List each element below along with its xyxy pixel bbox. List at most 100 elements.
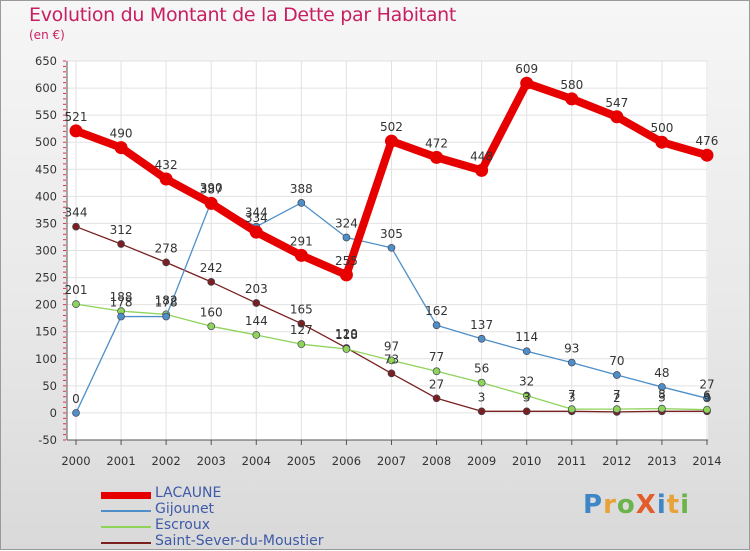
y-tick-label: 500 [35, 135, 57, 149]
data-label: 7 [613, 388, 621, 402]
data-label: 3 [523, 390, 531, 404]
logo-letter: i [680, 490, 691, 520]
data-label: 502 [380, 120, 403, 134]
logo-letter: P [583, 490, 604, 520]
data-label: 201 [65, 283, 88, 297]
data-label: 27 [699, 377, 714, 391]
y-tick-label: -50 [38, 433, 57, 447]
data-label: 521 [65, 110, 88, 124]
data-point [117, 312, 125, 321]
data-label: 93 [564, 342, 579, 356]
y-tick-label: 150 [35, 325, 57, 339]
chart-title: Evolution du Montant de la Dette par Hab… [29, 4, 457, 26]
data-point [700, 148, 714, 162]
data-point [655, 135, 669, 149]
data-label: 387 [200, 182, 223, 196]
data-label: 324 [335, 217, 358, 231]
data-point [252, 331, 261, 339]
data-point [207, 278, 216, 286]
data-label: 312 [110, 223, 133, 237]
data-point [567, 405, 576, 413]
data-label: 291 [290, 234, 313, 248]
data-label: 242 [200, 261, 223, 275]
y-tick-label: 200 [35, 298, 57, 312]
data-label: 137 [470, 318, 493, 332]
data-label: 178 [155, 296, 178, 310]
data-point [432, 321, 441, 330]
y-tick-label: 350 [35, 216, 57, 230]
x-tick-label: 2008 [422, 454, 451, 468]
data-point [117, 240, 125, 248]
data-label: 448 [470, 149, 493, 163]
x-tick-label: 2000 [61, 454, 90, 468]
x-tick-label: 2014 [692, 454, 721, 468]
data-point [522, 347, 531, 356]
data-point [432, 367, 441, 376]
x-tick-label: 2002 [151, 454, 180, 468]
data-label: 2 [613, 391, 621, 405]
x-tick-label: 2006 [332, 454, 361, 468]
y-tick-label: 400 [35, 189, 57, 203]
y-tick-label: 450 [35, 162, 57, 176]
data-point [72, 222, 80, 231]
data-label: 334 [245, 211, 268, 225]
data-label: 165 [290, 303, 313, 317]
data-label: 77 [429, 350, 444, 364]
data-point [384, 134, 398, 148]
data-label: 8 [658, 388, 666, 402]
data-point [658, 404, 666, 413]
x-tick-label: 2004 [242, 454, 271, 468]
data-label: 188 [110, 290, 133, 304]
data-label: 70 [609, 354, 624, 368]
y-tick-label: 100 [35, 352, 57, 366]
data-label: 472 [425, 136, 448, 150]
data-label: 144 [245, 314, 268, 328]
data-point [207, 322, 216, 331]
data-label: 0 [72, 392, 80, 406]
data-label: 432 [155, 158, 178, 172]
data-point [477, 334, 486, 343]
data-point [342, 345, 351, 353]
x-tick-label: 2012 [602, 454, 631, 468]
data-label: 390 [200, 181, 223, 195]
data-label: 3 [478, 390, 486, 404]
data-label: 3 [658, 390, 666, 404]
legend-swatch-lacaune [101, 492, 151, 499]
data-point [387, 356, 396, 365]
legend-swatch-gijounet [101, 510, 151, 512]
data-label: 32 [519, 375, 534, 389]
data-point [297, 340, 306, 349]
data-point [252, 299, 261, 307]
data-label: 118 [335, 328, 358, 342]
data-label: 182 [155, 293, 178, 307]
data-label: 27 [429, 377, 444, 391]
chart-unit: (en €) [29, 28, 65, 42]
data-point [387, 369, 396, 378]
data-label: 255 [335, 254, 358, 268]
data-label: 344 [65, 206, 88, 220]
legend-label-saint-sever: Saint-Sever-du-Moustier [155, 533, 324, 549]
data-label: 7 [568, 388, 576, 402]
data-point [162, 258, 170, 267]
data-point [703, 405, 711, 414]
data-label: 476 [696, 134, 719, 148]
data-label: 114 [515, 330, 538, 344]
data-label: 127 [290, 323, 313, 337]
data-point [72, 409, 80, 417]
x-tick-label: 2010 [512, 454, 541, 468]
data-point [430, 150, 444, 164]
x-tick-label: 2013 [647, 454, 676, 468]
data-label: 120 [335, 327, 358, 341]
logo-letter: r [603, 490, 617, 520]
data-label: 56 [474, 362, 489, 376]
data-label: 160 [200, 305, 223, 319]
logo-letter: t [666, 490, 681, 520]
data-point [114, 141, 128, 155]
data-label: 388 [290, 182, 313, 196]
logo-letter: i [656, 490, 667, 520]
data-point [477, 407, 486, 416]
data-point [520, 76, 534, 90]
y-tick-label: 250 [35, 271, 57, 285]
y-tick-label: 0 [50, 406, 57, 420]
